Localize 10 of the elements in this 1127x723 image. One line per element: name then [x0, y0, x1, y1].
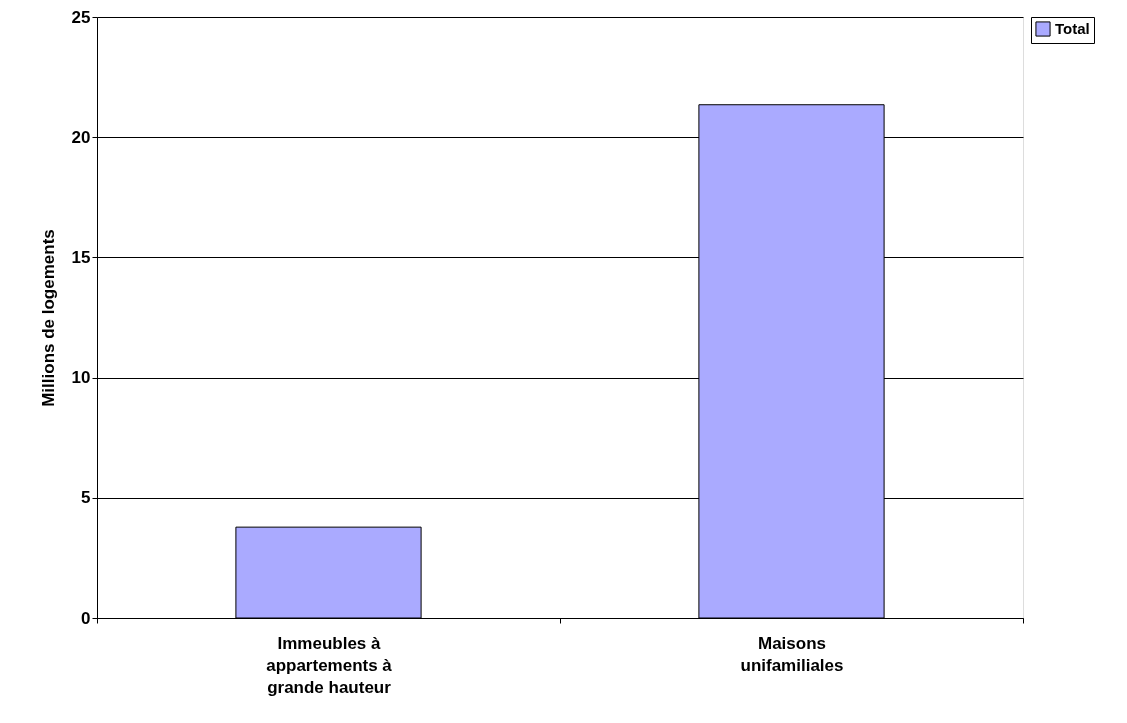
x-tick-label: Immeubles à appartements à grande hauteur	[266, 633, 393, 697]
y-tick-label: 25	[71, 7, 91, 27]
y-tick-label: 15	[71, 247, 91, 267]
x-tick-label: Maisons unifamiliales	[740, 633, 844, 675]
y-tick-label: 20	[71, 127, 91, 147]
y-axis-title: Millions de logements	[38, 229, 58, 407]
legend-label: Total	[1055, 20, 1090, 37]
y-tick-label: 5	[81, 488, 91, 508]
y-tick-label: 10	[71, 368, 91, 388]
y-tick-label: 0	[81, 608, 91, 628]
